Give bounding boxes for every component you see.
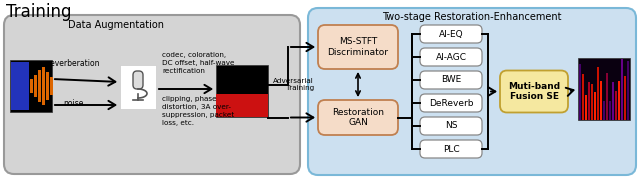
Text: clipping, phase
distortion, 3A over-
suppression, packet
loss, etc.: clipping, phase distortion, 3A over- sup… bbox=[162, 96, 234, 126]
FancyBboxPatch shape bbox=[603, 101, 605, 120]
FancyBboxPatch shape bbox=[609, 101, 611, 120]
FancyBboxPatch shape bbox=[500, 71, 568, 112]
FancyBboxPatch shape bbox=[579, 64, 581, 120]
Text: DeReverb: DeReverb bbox=[429, 98, 473, 108]
Text: Data Augmentation: Data Augmentation bbox=[68, 20, 164, 30]
FancyBboxPatch shape bbox=[420, 25, 482, 43]
FancyBboxPatch shape bbox=[618, 81, 620, 120]
Text: AI-AGC: AI-AGC bbox=[435, 52, 467, 62]
Text: Training: Training bbox=[6, 3, 72, 21]
Text: AI-EQ: AI-EQ bbox=[438, 30, 463, 38]
FancyBboxPatch shape bbox=[624, 76, 626, 120]
Text: BWE: BWE bbox=[441, 76, 461, 84]
FancyBboxPatch shape bbox=[42, 67, 45, 105]
FancyBboxPatch shape bbox=[594, 92, 596, 120]
FancyBboxPatch shape bbox=[582, 74, 584, 120]
Text: Two-stage Restoration-Enhancement: Two-stage Restoration-Enhancement bbox=[382, 12, 562, 22]
FancyBboxPatch shape bbox=[216, 65, 268, 117]
FancyBboxPatch shape bbox=[11, 62, 29, 110]
FancyBboxPatch shape bbox=[627, 61, 629, 120]
FancyBboxPatch shape bbox=[612, 82, 614, 120]
FancyBboxPatch shape bbox=[588, 82, 590, 120]
FancyBboxPatch shape bbox=[600, 81, 602, 120]
FancyBboxPatch shape bbox=[318, 100, 398, 135]
FancyBboxPatch shape bbox=[34, 75, 37, 97]
FancyBboxPatch shape bbox=[597, 67, 599, 120]
Text: noise: noise bbox=[63, 99, 83, 108]
FancyBboxPatch shape bbox=[133, 71, 143, 89]
FancyBboxPatch shape bbox=[46, 72, 49, 100]
Text: PLC: PLC bbox=[443, 144, 460, 154]
FancyBboxPatch shape bbox=[30, 79, 33, 93]
FancyBboxPatch shape bbox=[120, 65, 156, 109]
FancyBboxPatch shape bbox=[216, 94, 268, 117]
FancyBboxPatch shape bbox=[615, 91, 617, 120]
FancyBboxPatch shape bbox=[38, 70, 41, 102]
FancyBboxPatch shape bbox=[420, 71, 482, 89]
FancyBboxPatch shape bbox=[318, 25, 398, 69]
Text: Muti-band
Fusion SE: Muti-band Fusion SE bbox=[508, 82, 560, 101]
FancyBboxPatch shape bbox=[578, 58, 630, 120]
FancyBboxPatch shape bbox=[50, 77, 53, 95]
FancyBboxPatch shape bbox=[4, 15, 300, 174]
Text: NS: NS bbox=[445, 122, 457, 130]
Text: reverberation: reverberation bbox=[47, 59, 99, 68]
Text: codec, coloration,
DC offset, half-wave
rectification: codec, coloration, DC offset, half-wave … bbox=[162, 52, 234, 74]
FancyBboxPatch shape bbox=[420, 117, 482, 135]
FancyBboxPatch shape bbox=[10, 60, 52, 112]
FancyBboxPatch shape bbox=[420, 48, 482, 66]
FancyBboxPatch shape bbox=[420, 140, 482, 158]
FancyBboxPatch shape bbox=[420, 94, 482, 112]
FancyBboxPatch shape bbox=[621, 59, 623, 120]
Text: Adversarial
Training: Adversarial Training bbox=[273, 78, 314, 91]
Text: MS-STFT
Discriminator: MS-STFT Discriminator bbox=[328, 37, 388, 57]
FancyBboxPatch shape bbox=[591, 84, 593, 120]
FancyBboxPatch shape bbox=[606, 73, 608, 120]
FancyBboxPatch shape bbox=[585, 95, 587, 120]
Text: Restoration
GAN: Restoration GAN bbox=[332, 108, 384, 127]
FancyBboxPatch shape bbox=[308, 8, 636, 175]
